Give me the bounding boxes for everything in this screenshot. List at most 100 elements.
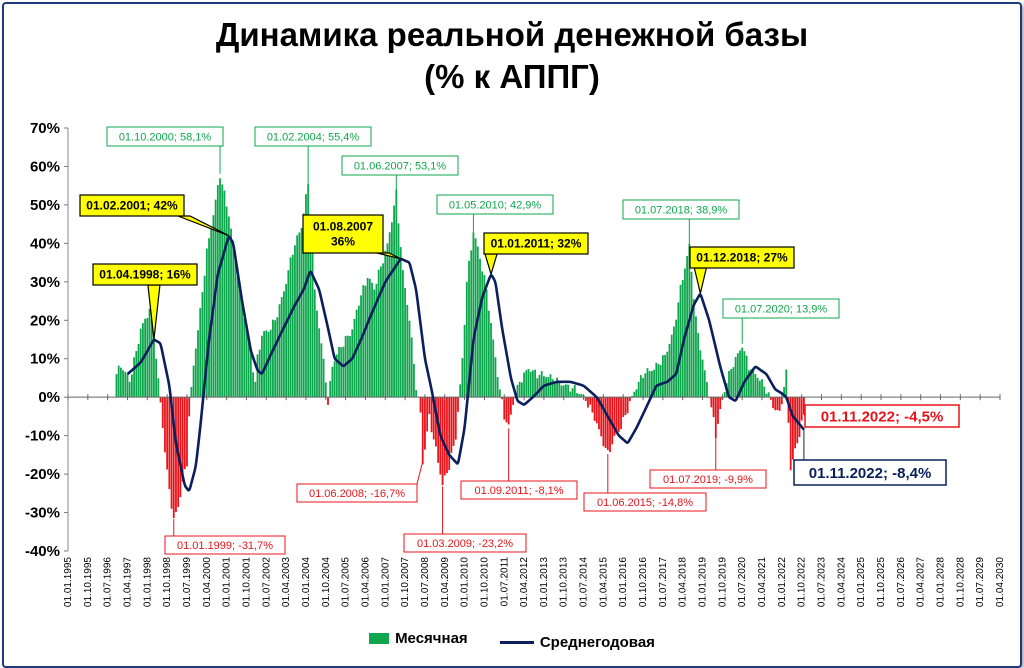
bar xyxy=(289,257,292,398)
x-tick-label: 01.07.2029 xyxy=(975,557,986,607)
bar xyxy=(252,372,254,398)
bar xyxy=(523,372,525,398)
bar xyxy=(410,337,413,398)
bar xyxy=(635,389,638,398)
bar xyxy=(485,289,488,398)
x-tick-label: 01.10.1995 xyxy=(83,557,94,607)
bar xyxy=(615,397,618,434)
bar xyxy=(551,379,554,398)
bar xyxy=(538,374,541,398)
bar xyxy=(534,369,537,398)
bar xyxy=(221,184,224,398)
bar xyxy=(677,302,680,398)
bar xyxy=(408,320,411,398)
callout-label: 01.12.2018; 27% xyxy=(696,251,788,265)
bar xyxy=(346,335,349,398)
bar xyxy=(294,245,296,398)
bar xyxy=(190,387,193,398)
bar xyxy=(602,397,605,447)
bar xyxy=(256,354,259,398)
bar xyxy=(428,397,431,415)
y-tick-label: 0% xyxy=(38,389,60,406)
callout-box xyxy=(460,480,578,500)
legend-label-annual: Среднегодовая xyxy=(539,634,655,651)
bar xyxy=(468,260,470,398)
callout-label: 01.01.1999; -31,7% xyxy=(177,540,273,552)
bar xyxy=(712,397,715,418)
bar xyxy=(115,374,118,398)
x-tick-label: 01.01.2022 xyxy=(777,557,788,607)
bar xyxy=(327,397,329,405)
callout-label: 01.11.2022; -8,4% xyxy=(809,465,932,482)
bar xyxy=(617,397,620,432)
bar xyxy=(717,397,719,424)
callout-box xyxy=(164,535,286,555)
bar xyxy=(452,397,455,446)
chart-legend: Месячная Среднегодовая xyxy=(0,630,1024,651)
bar xyxy=(443,397,446,476)
bar xyxy=(622,397,625,417)
bar xyxy=(201,292,204,398)
bar xyxy=(227,216,230,398)
bar xyxy=(628,397,631,402)
bar xyxy=(278,304,281,398)
bar xyxy=(296,235,299,398)
bar xyxy=(624,397,627,416)
x-tick-label: 01.01.2016 xyxy=(618,557,629,607)
bar xyxy=(404,287,407,398)
bar xyxy=(450,397,453,453)
legend-label-monthly: Месячная xyxy=(395,630,468,647)
chart-title: Динамика реальной денежной базы (% к АПП… xyxy=(0,14,1024,98)
bar xyxy=(241,301,243,398)
bar xyxy=(133,357,136,398)
bar xyxy=(503,397,506,420)
bar xyxy=(166,397,169,470)
y-tick-label: 70% xyxy=(30,120,60,137)
bar xyxy=(225,206,228,398)
bar xyxy=(331,366,334,398)
bar xyxy=(604,397,607,448)
bar xyxy=(670,334,673,398)
bar xyxy=(247,339,250,398)
bar xyxy=(736,353,739,398)
bar xyxy=(124,371,127,398)
bar xyxy=(384,250,387,398)
x-tick-label: 01.01.1995 xyxy=(63,557,74,607)
x-tick-label: 01.10.2025 xyxy=(876,557,887,607)
bar xyxy=(360,295,362,398)
bar xyxy=(454,397,457,440)
x-tick-label: 01.10.2010 xyxy=(479,557,490,607)
bar xyxy=(752,367,755,398)
bar xyxy=(432,397,435,440)
y-tick-label: 60% xyxy=(30,158,60,175)
bar xyxy=(388,232,391,398)
bar xyxy=(421,397,424,465)
x-tick-label: 01.01.2028 xyxy=(936,557,947,607)
bar xyxy=(780,397,783,405)
bar xyxy=(353,318,356,398)
bar xyxy=(668,343,671,398)
legend-item-monthly: Месячная xyxy=(369,630,468,647)
callout-box xyxy=(436,194,554,215)
x-tick-label: 01.10.2016 xyxy=(638,557,649,607)
callout-label: 01.09.2011; -8,1% xyxy=(474,485,563,497)
bar xyxy=(739,350,741,398)
bar xyxy=(322,358,325,398)
callout-box xyxy=(92,263,198,286)
bar xyxy=(776,397,779,410)
callout-label: 01.06.2008; -16,7% xyxy=(309,488,405,500)
bar xyxy=(644,373,647,398)
bar xyxy=(320,343,323,398)
x-tick-label: 01.07.1999 xyxy=(182,557,193,607)
callout-box xyxy=(296,483,418,503)
bar xyxy=(639,375,642,398)
bar xyxy=(302,213,305,398)
bar xyxy=(344,335,347,398)
chart-title-line1: Динамика реальной денежной базы xyxy=(215,16,809,53)
bar xyxy=(681,280,684,398)
bar xyxy=(783,386,785,398)
bar xyxy=(238,283,241,398)
x-tick-label: 01.01.2019 xyxy=(698,557,709,607)
bar xyxy=(745,355,748,398)
bar xyxy=(750,369,752,398)
